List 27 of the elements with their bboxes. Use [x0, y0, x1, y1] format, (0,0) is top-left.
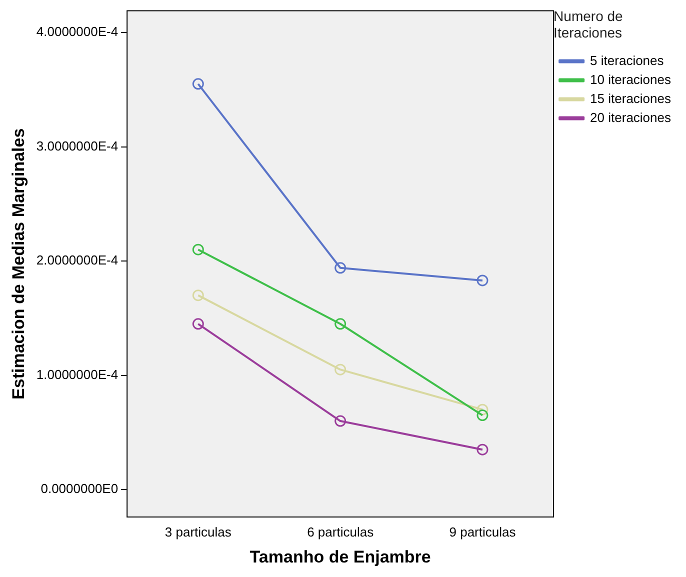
point — [476, 410, 488, 422]
y-tick-label: 1.0000000E-4 — [36, 366, 118, 382]
point — [476, 444, 488, 456]
legend-label: 5 iteraciones — [590, 52, 664, 68]
legend-label: 10 iteraciones — [590, 72, 672, 87]
point — [334, 415, 346, 427]
legend-label: 15 iteraciones — [590, 90, 672, 106]
point — [192, 290, 204, 302]
x-tick-label: 9 particulas — [449, 524, 516, 540]
y-tick-label: 0.0000000E0 — [40, 481, 118, 496]
y-tick-label: 3.0000000E-4 — [36, 138, 118, 154]
point — [334, 318, 346, 330]
point — [476, 404, 488, 416]
point — [334, 262, 346, 274]
point — [192, 244, 204, 256]
legend-title: Numero de Iteraciones — [554, 8, 624, 41]
point — [476, 274, 488, 286]
point — [192, 318, 204, 330]
x-tick-label: 6 particulas — [307, 524, 374, 540]
point — [192, 78, 204, 90]
x-axis-title: Tamanho de Enjambre — [250, 547, 431, 566]
point — [334, 364, 346, 376]
legend-label: 20 iteraciones — [590, 110, 672, 125]
y-axis-title: Estimacion de Medias Marginales — [8, 128, 28, 400]
y-tick-label: 4.0000000E-4 — [36, 24, 118, 40]
y-tick-label: 2.0000000E-4 — [36, 252, 118, 268]
x-tick-label: 3 particulas — [164, 524, 232, 540]
